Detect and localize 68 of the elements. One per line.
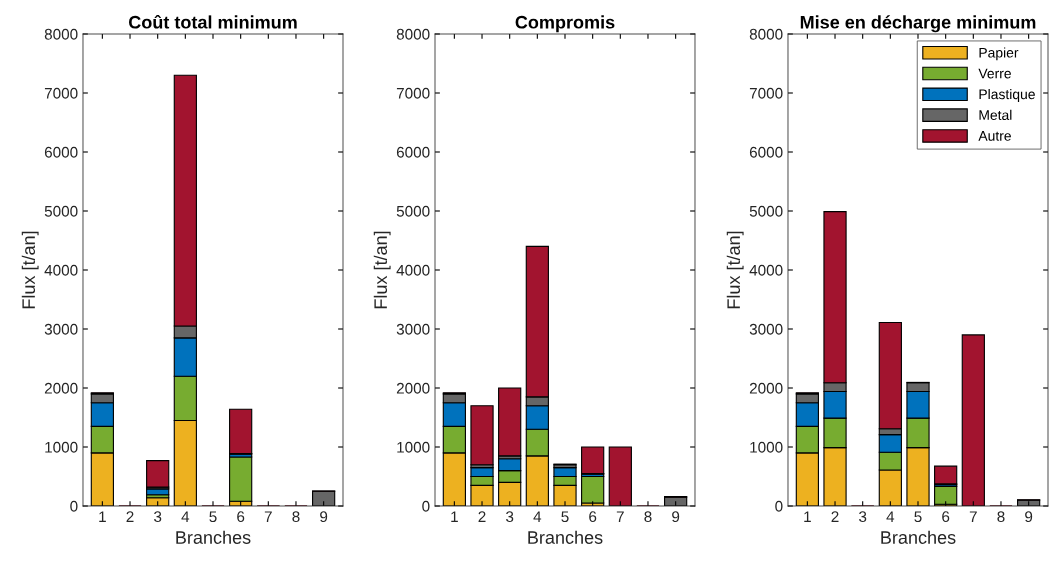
y-tick-label: 6000 (44, 146, 78, 158)
x-tick-label: 5 (914, 511, 922, 523)
x-tick-label: 8 (644, 511, 652, 523)
x-tick-label: 3 (859, 511, 867, 523)
y-tick-label: 1000 (397, 441, 430, 453)
y-tick-label: 5000 (44, 205, 78, 217)
y-tick-label: 8000 (749, 28, 783, 40)
y-tick-label: 4000 (749, 264, 783, 276)
legend-label: Metal (979, 109, 1012, 120)
y-tick-label: 2000 (396, 382, 430, 394)
x-axis-title: Branches (881, 530, 956, 544)
y-tick-label: 6000 (396, 146, 430, 158)
x-tick-label: 2 (478, 511, 486, 522)
y-tick-label: 4000 (44, 264, 78, 276)
y-tick-label: 2000 (44, 382, 78, 394)
y-tick-label: 5000 (396, 205, 430, 217)
x-tick-label: 4 (533, 511, 542, 522)
y-tick-label: 2000 (749, 382, 783, 394)
y-tick-label: 7000 (396, 87, 430, 99)
y-tick-label: 3000 (396, 323, 430, 335)
y-tick-label: 0 (422, 500, 430, 512)
y-axis-title: Flux [t/an] (373, 231, 391, 309)
x-tick-label: 1 (99, 511, 106, 522)
chart-title: Mise en décharge minimum (800, 15, 1036, 33)
x-tick-label: 7 (969, 511, 977, 522)
x-axis-title: Branches (176, 530, 251, 544)
y-tick-label: 8000 (44, 28, 78, 40)
y-axis-title: Flux [t/an] (21, 231, 39, 309)
x-tick-label: 8 (292, 511, 300, 523)
x-tick-label: 9 (320, 511, 328, 523)
y-tick-label: 7000 (44, 87, 78, 99)
x-tick-label: 8 (997, 511, 1005, 523)
x-tick-label: 1 (451, 511, 458, 522)
x-tick-label: 6 (237, 511, 245, 523)
x-tick-label: 6 (589, 511, 597, 523)
y-tick-label: 5000 (749, 205, 783, 217)
y-tick-label: 7000 (749, 87, 783, 99)
x-axis-title: Branches (528, 530, 603, 544)
x-tick-label: 3 (154, 511, 162, 523)
x-tick-label: 5 (209, 511, 217, 523)
y-tick-label: 1000 (45, 441, 78, 453)
y-tick-label: 3000 (749, 323, 783, 335)
chart-title: Coût total minimum (128, 14, 297, 29)
x-tick-label: 2 (831, 511, 839, 522)
x-tick-label: 7 (616, 511, 624, 522)
y-axis-title: Flux [t/an] (726, 231, 744, 309)
x-tick-label: 3 (506, 511, 514, 523)
legend-label: Plastique (979, 89, 1035, 102)
y-tick-label: 4000 (396, 264, 430, 276)
legend-label: Papier (979, 47, 1019, 61)
y-tick-label: 8000 (396, 28, 430, 40)
legend-label: Verre (978, 68, 1011, 79)
legend-label: Autre (978, 131, 1011, 141)
x-tick-label: 6 (942, 511, 950, 523)
x-tick-label: 1 (804, 511, 811, 522)
x-tick-label: 7 (264, 511, 272, 522)
y-tick-label: 1000 (750, 441, 783, 453)
x-tick-label: 2 (126, 511, 134, 522)
x-tick-label: 5 (561, 511, 569, 523)
y-tick-label: 3000 (44, 323, 78, 335)
x-tick-label: 9 (1025, 511, 1033, 523)
y-tick-label: 0 (775, 500, 783, 512)
y-tick-label: 0 (70, 500, 78, 512)
y-tick-label: 6000 (749, 146, 783, 158)
chart-title: Compromis (515, 15, 615, 33)
x-tick-label: 9 (672, 511, 680, 523)
x-tick-label: 4 (181, 511, 190, 522)
x-tick-label: 4 (886, 511, 895, 522)
